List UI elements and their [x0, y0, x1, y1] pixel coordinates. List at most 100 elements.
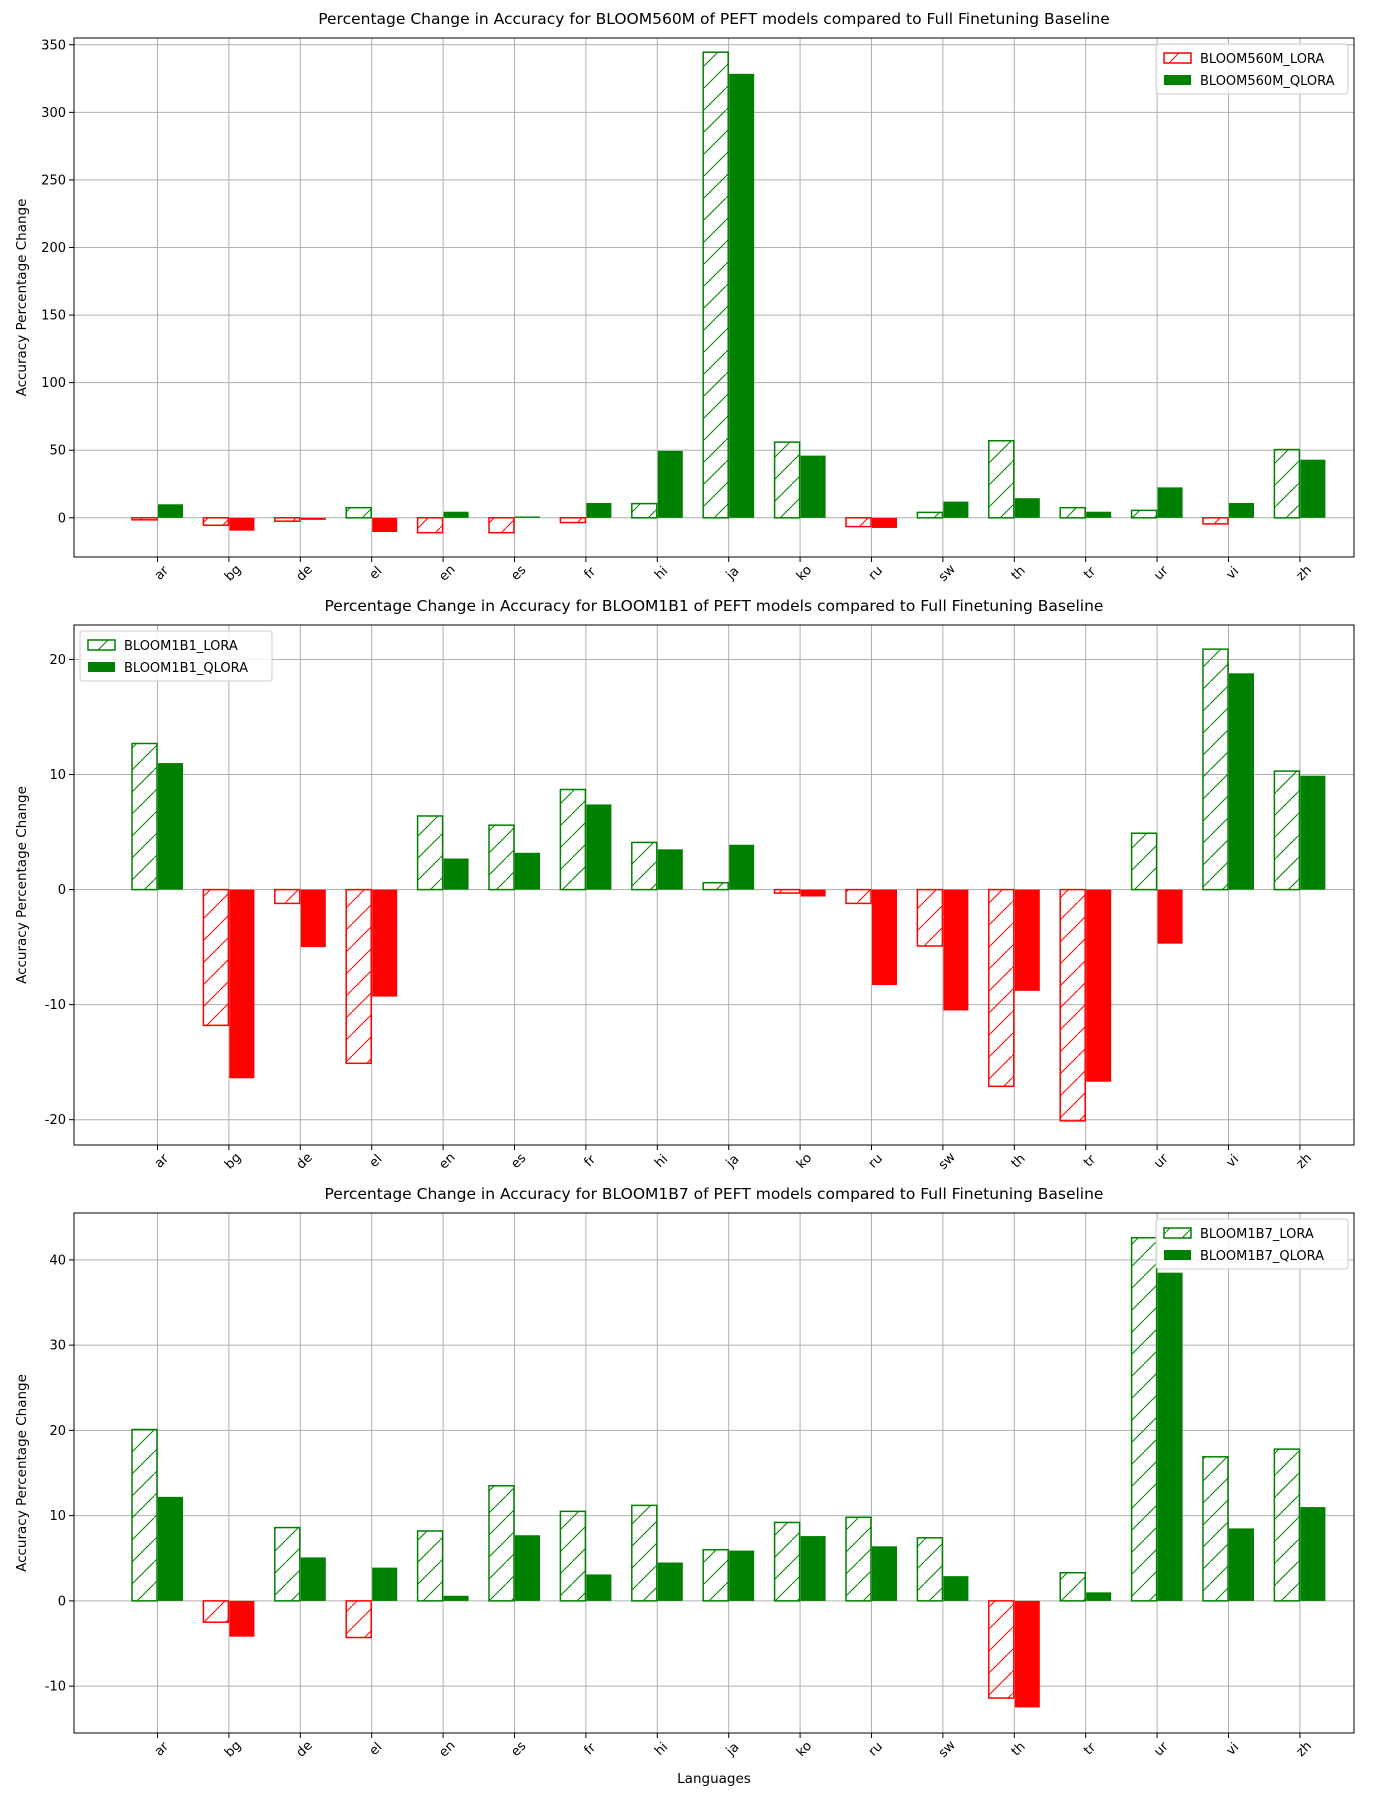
bar-bloom1b7_lora-th	[988, 1600, 1015, 1699]
x-tick-label: ru	[866, 563, 886, 583]
bar-bloom560m_qlora-th	[1014, 498, 1040, 518]
bar-bloom1b7_qlora-vi	[1229, 1528, 1254, 1601]
legend: BLOOM1B1_LORA BLOOM1B1_QLORA	[79, 630, 273, 682]
bar-bloom1b1_qlora-fr	[586, 804, 612, 890]
x-tick-label: ko	[794, 1151, 815, 1172]
bar-bloom560m_qlora-ur	[1157, 487, 1183, 518]
y-tick-label: 250	[41, 173, 66, 188]
bar-bloom560m_qlora-ja	[729, 73, 755, 518]
bar-bloom1b1_lora-ja	[702, 881, 729, 891]
plot-frame	[73, 37, 1355, 558]
x-tick-label: ur	[1151, 1151, 1172, 1172]
bar-bloom1b7_qlora-de	[300, 1557, 326, 1601]
x-tick-label: th	[1009, 1151, 1029, 1171]
bar-bloom1b1_lora-ur	[1130, 832, 1158, 891]
legend-swatch	[87, 639, 116, 651]
bar-bloom1b1_qlora-ur	[1157, 889, 1183, 944]
y-tick-label: -10	[45, 1680, 66, 1695]
x-tick-label: el	[367, 1152, 386, 1171]
x-tick-label: es	[508, 1151, 529, 1172]
bar-bloom1b7_qlora-tr	[1086, 1592, 1112, 1601]
x-tick-label: ja	[723, 1740, 743, 1760]
bar-bloom1b7_qlora-ko	[800, 1536, 826, 1601]
bar-bloom1b1_lora-ko	[773, 888, 801, 894]
y-tick-label: 300	[41, 106, 66, 121]
bar-bloom560m_lora-th	[988, 440, 1015, 519]
bar-bloom1b1_lora-tr	[1059, 888, 1086, 1122]
bar-bloom1b7_lora-sw	[916, 1537, 944, 1602]
x-tick-label: ko	[794, 563, 815, 584]
y-tick-label: -20	[45, 1113, 66, 1128]
bar-bloom560m_lora-de	[274, 517, 301, 522]
y-tick-label: 20	[49, 1424, 66, 1439]
bar-bloom1b1_qlora-bg	[229, 889, 255, 1079]
bar-bloom1b7_qlora-zh	[1300, 1507, 1326, 1601]
bar-bloom1b7_lora-zh	[1273, 1448, 1301, 1602]
x-tick-label: sw	[936, 1738, 959, 1761]
bar-bloom560m_lora-ar	[131, 517, 158, 521]
bar-bloom560m_lora-el	[345, 506, 372, 519]
bar-bloom1b7_lora-ar	[131, 1428, 158, 1602]
bar-bloom560m_qlora-tr	[1086, 511, 1112, 518]
y-tick-label: 20	[49, 653, 66, 668]
x-tick-label: tr	[1081, 1152, 1099, 1170]
x-tick-label: hi	[652, 1740, 671, 1759]
bar-bloom560m_qlora-sw	[943, 501, 969, 518]
bar-bloom1b7_lora-de	[274, 1526, 301, 1602]
bar-bloom560m_qlora-ar	[158, 504, 183, 518]
y-tick-label: 10	[49, 1509, 66, 1524]
x-tick-label: ar	[152, 1739, 172, 1759]
x-tick-label: el	[367, 564, 386, 583]
y-tick-label: 10	[49, 768, 66, 783]
bar-bloom1b1_lora-el	[345, 888, 372, 1065]
x-tick-label: fr	[581, 1740, 599, 1758]
legend-label: BLOOM1B7_QLORA	[1200, 1249, 1324, 1264]
bar-bloom560m_lora-es	[488, 517, 515, 534]
x-tick-label: ja	[723, 1152, 743, 1172]
bar-bloom560m_lora-zh	[1273, 448, 1301, 519]
y-tick-label: -10	[45, 998, 66, 1013]
bar-bloom560m_lora-ur	[1130, 509, 1158, 519]
y-axis-label: Accuracy Percentage Change	[14, 1374, 30, 1572]
y-tick-label: 30	[49, 1339, 66, 1354]
bar-bloom560m_lora-vi	[1202, 517, 1229, 525]
bar-bloom560m_lora-hi	[631, 502, 658, 519]
legend-swatch	[1164, 75, 1191, 85]
bar-bloom560m_qlora-es	[515, 516, 540, 518]
bar-bloom1b7_lora-fr	[559, 1510, 587, 1602]
bar-bloom1b7_qlora-hi	[657, 1562, 683, 1601]
bar-bloom1b1_qlora-ar	[158, 763, 183, 890]
bar-bloom560m_qlora-vi	[1229, 502, 1254, 518]
bar-bloom560m_qlora-de	[300, 517, 326, 520]
bar-bloom1b1_lora-th	[988, 888, 1015, 1088]
bar-bloom560m_qlora-hi	[657, 450, 683, 518]
bar-bloom1b1_qlora-vi	[1229, 673, 1254, 890]
bar-bloom1b1_qlora-hi	[657, 849, 683, 890]
bar-bloom1b1_lora-zh	[1273, 770, 1301, 891]
x-axis-label: Languages	[677, 1771, 751, 1787]
x-tick-label: de	[294, 562, 316, 584]
y-tick-label: 40	[49, 1253, 66, 1268]
x-tick-label: zh	[1294, 1151, 1315, 1172]
bar-bloom1b1_lora-sw	[916, 888, 944, 947]
bar-bloom1b1_lora-en	[416, 815, 444, 891]
bar-bloom1b7_lora-hi	[631, 1504, 658, 1602]
bar-bloom1b7_qlora-ja	[729, 1550, 755, 1601]
bar-bloom560m_qlora-el	[372, 517, 398, 532]
y-tick-label: 100	[41, 376, 66, 391]
x-tick-label: vi	[1224, 1740, 1243, 1759]
y-tick-label: 50	[49, 444, 66, 459]
plot-frame	[73, 1212, 1355, 1734]
y-axis-label: Accuracy Percentage Change	[14, 199, 30, 397]
x-tick-label: th	[1009, 1739, 1029, 1759]
bar-bloom560m_qlora-ru	[872, 517, 897, 528]
y-tick-label: 0	[58, 511, 66, 526]
x-tick-label: de	[294, 1738, 316, 1760]
y-axis-label: Accuracy Percentage Change	[14, 786, 30, 984]
x-tick-label: sw	[936, 1150, 959, 1173]
x-tick-label: ru	[866, 1739, 886, 1759]
bar-bloom560m_lora-ja	[702, 51, 729, 519]
x-tick-label: en	[436, 1150, 458, 1172]
x-tick-label: hi	[652, 564, 671, 583]
bar-bloom1b1_lora-ru	[845, 888, 872, 905]
